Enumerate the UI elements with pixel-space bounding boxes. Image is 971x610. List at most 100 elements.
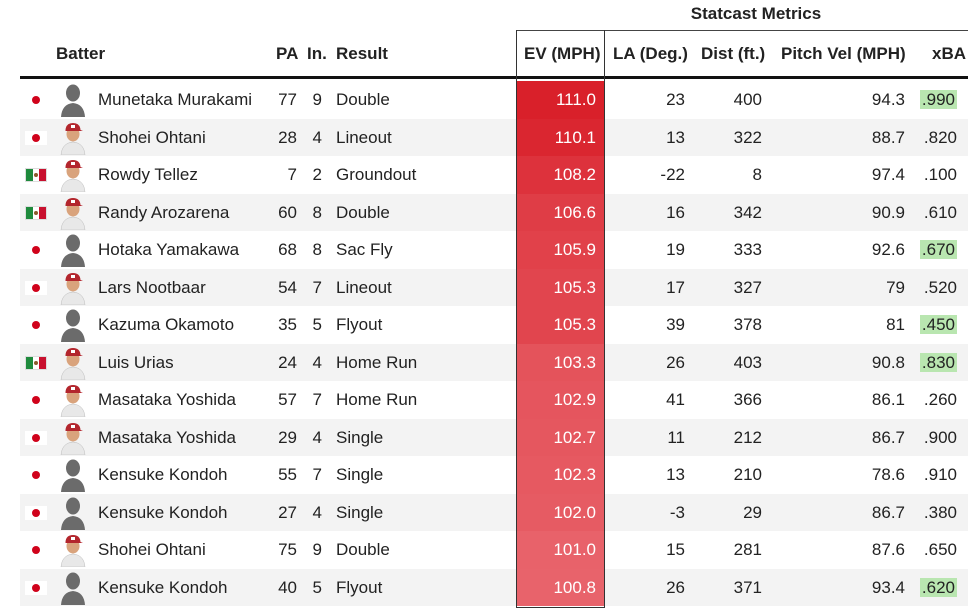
batter-name[interactable]: Shohei Ohtani xyxy=(98,540,206,559)
dist-value: 366 xyxy=(733,390,762,409)
xba-cell: .260 xyxy=(924,381,957,419)
xba-value: .820 xyxy=(923,127,957,147)
la-value: -22 xyxy=(660,165,685,184)
dist-value: 342 xyxy=(733,202,762,222)
player-photo-avatar xyxy=(60,271,86,305)
xba-value: .990 xyxy=(919,90,957,109)
inning-value: 8 xyxy=(312,202,322,222)
table-row[interactable]: Masataka Yoshida 57 7 Home Run 41 366 86.1 102.… xyxy=(20,381,968,419)
ev-value: 102.9 xyxy=(517,381,605,419)
japan-flag xyxy=(25,280,47,295)
dist-value: 403 xyxy=(733,352,762,372)
la-value: -3 xyxy=(669,502,685,522)
japan-flag xyxy=(25,393,47,407)
result-value: Groundout xyxy=(336,165,417,184)
xba-cell: .520 xyxy=(924,269,957,307)
batter-name[interactable]: Munetaka Murakami xyxy=(98,90,253,109)
batter-name[interactable]: Kensuke Kondoh xyxy=(98,465,228,484)
column-header-pitch-vel[interactable]: Pitch Vel (MPH) xyxy=(781,44,906,63)
silhouette-avatar xyxy=(60,233,86,267)
column-header-batter[interactable]: Batter xyxy=(56,44,106,63)
result-value: Flyout xyxy=(336,315,383,334)
xba-value: .670 xyxy=(919,240,957,259)
statcast-group-header: Statcast Metrics xyxy=(690,4,822,23)
inning-value: 2 xyxy=(312,165,322,184)
dist-value: 322 xyxy=(733,127,762,147)
batter-name[interactable]: Rowdy Tellez xyxy=(98,165,198,184)
la-value: 11 xyxy=(667,427,685,447)
table-row[interactable]: Shohei Ohtani 75 9 Double 15 281 87.6 101.0 .650 xyxy=(20,531,968,569)
table-row[interactable]: Kensuke Kondoh 55 7 Single 13 210 78.6 102.3 .91… xyxy=(20,456,968,494)
pitch-vel-value: 97.4 xyxy=(871,165,905,184)
dist-value: 281 xyxy=(733,540,762,559)
table-row[interactable]: Kensuke Kondoh 27 4 Single -3 29 86.7 102.0 .380 xyxy=(20,493,968,532)
table-row[interactable]: Luis Urias 24 4 Home Run 26 403 90.8 103.3 .830 xyxy=(20,343,968,381)
column-header-dist[interactable]: Dist (ft.) xyxy=(701,44,766,63)
table-row[interactable]: Randy Arozarena 60 8 Double 16 342 90.9 106.6 .6… xyxy=(20,193,968,231)
la-value: 19 xyxy=(666,240,685,259)
pa-value: 68 xyxy=(278,240,297,259)
pitch-vel-value: 81 xyxy=(886,315,905,334)
pitch-vel-value: 86.7 xyxy=(871,502,905,522)
table-row[interactable]: Kazuma Okamoto 35 5 Flyout 39 378 81 105.3 .450 xyxy=(20,306,968,344)
dist-value: 378 xyxy=(733,315,762,334)
xba-cell: .380 xyxy=(924,494,957,532)
column-header-inning[interactable]: In. xyxy=(307,44,327,63)
batter-name[interactable]: Shohei Ohtani xyxy=(98,127,206,147)
table-row[interactable]: Munetaka Murakami 77 9 Double 23 400 94.3 111.0… xyxy=(20,81,968,119)
player-photo-avatar xyxy=(60,533,86,568)
japan-flag xyxy=(25,243,47,257)
la-value: 16 xyxy=(666,202,685,222)
xba-value: .650 xyxy=(923,540,957,559)
batter-name[interactable]: Luis Urias xyxy=(98,352,174,372)
ev-value: 101.0 xyxy=(517,531,605,569)
pa-value: 75 xyxy=(278,540,297,559)
xba-value: .610 xyxy=(923,202,957,222)
xba-value: .830 xyxy=(919,352,957,372)
result-value: Sac Fly xyxy=(336,240,393,259)
table-row[interactable]: Shohei Ohtani 28 4 Lineout 13 322 88.7 110.1 .82… xyxy=(20,118,968,156)
la-value: 41 xyxy=(666,390,685,409)
silhouette-avatar xyxy=(60,496,86,530)
player-photo-avatar xyxy=(60,196,86,230)
batter-name[interactable]: Randy Arozarena xyxy=(98,202,230,222)
xba-cell: .990 xyxy=(919,81,957,119)
ev-value: 100.8 xyxy=(517,568,605,606)
ev-value: 102.7 xyxy=(517,418,605,456)
inning-value: 4 xyxy=(312,127,322,147)
column-header-ev[interactable]: EV (MPH) xyxy=(524,44,601,63)
xba-value: .260 xyxy=(923,390,957,409)
batter-name[interactable]: Masataka Yoshida xyxy=(98,390,236,409)
column-header-pa[interactable]: PA xyxy=(276,44,299,63)
batter-name[interactable]: Masataka Yoshida xyxy=(98,427,236,447)
inning-value: 5 xyxy=(312,315,322,334)
batter-name[interactable]: Lars Nootbaar xyxy=(98,277,206,297)
table-body: Munetaka Murakami 77 9 Double 23 400 94.3 111.0… xyxy=(20,81,968,606)
pitch-vel-value: 93.4 xyxy=(871,577,905,597)
column-header-la[interactable]: LA (Deg.) xyxy=(613,44,688,63)
batter-name[interactable]: Hotaka Yamakawa xyxy=(98,240,240,259)
xba-value: .100 xyxy=(923,165,957,184)
column-header-result[interactable]: Result xyxy=(336,44,388,63)
xba-value: .520 xyxy=(923,277,957,297)
table-row[interactable]: Kensuke Kondoh 40 5 Flyout 26 371 93.4 100.8 .62… xyxy=(20,568,968,607)
table-row[interactable]: Hotaka Yamakawa 68 8 Sac Fly 19 333 92.6 105.9.… xyxy=(20,231,968,269)
silhouette-avatar xyxy=(60,308,86,342)
silhouette-avatar xyxy=(60,458,86,492)
xba-cell: .900 xyxy=(924,419,957,457)
inning-value: 4 xyxy=(312,427,322,447)
dist-value: 210 xyxy=(733,465,762,484)
column-header-xba[interactable]: xBA xyxy=(932,44,967,63)
batter-name[interactable]: Kazuma Okamoto xyxy=(98,315,235,334)
inning-value: 4 xyxy=(312,352,322,372)
xba-cell: .620 xyxy=(919,569,957,607)
result-value: Lineout xyxy=(336,127,392,147)
table-row[interactable]: Lars Nootbaar 54 7 Lineout 17 327 79 105.3 .520 xyxy=(20,268,968,307)
result-value: Double xyxy=(336,540,390,559)
table-row[interactable]: Rowdy Tellez 7 2 Groundout -22 8 97.4 108.2 .100 xyxy=(20,156,968,194)
batter-name[interactable]: Kensuke Kondoh xyxy=(98,577,228,597)
inning-value: 8 xyxy=(312,240,322,259)
batter-name[interactable]: Kensuke Kondoh xyxy=(98,502,228,522)
mexico-flag xyxy=(25,355,47,370)
table-row[interactable]: Masataka Yoshida 29 4 Single 11 212 86.7 102.7.… xyxy=(20,418,968,457)
